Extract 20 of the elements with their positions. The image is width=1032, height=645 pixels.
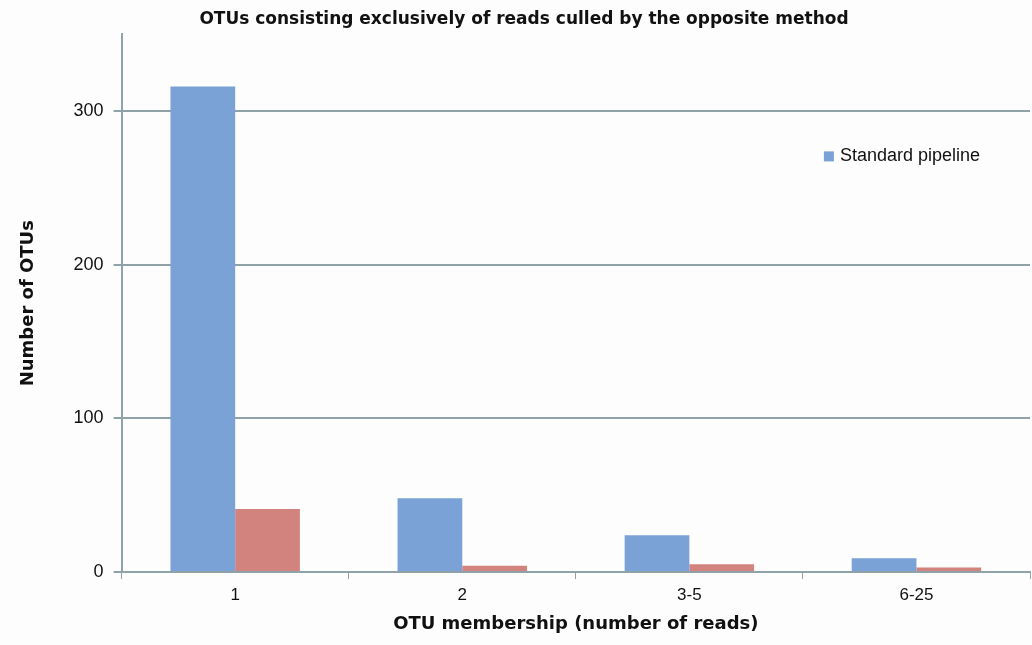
x-tick-label: 1: [230, 584, 240, 604]
y-tick-label: 100: [73, 407, 104, 428]
y-tick-label: 200: [73, 253, 104, 274]
bar: [235, 509, 300, 571]
x-tick-label: 2: [457, 584, 467, 604]
bar: [916, 567, 982, 571]
bar: [170, 86, 236, 571]
chart-title: OTUs consisting exclusively of reads culled by the opposite method: [199, 7, 849, 28]
bar: [851, 558, 917, 571]
y-tick-label: 300: [73, 100, 104, 121]
bar: [624, 535, 690, 571]
bar: [689, 564, 755, 571]
x-axis-title: OTU membership (number of reads): [393, 611, 759, 633]
bar: [462, 565, 527, 571]
legend-label: Standard pipeline: [839, 145, 980, 166]
x-tick-label: 3-5: [677, 584, 702, 604]
bar: [397, 498, 463, 571]
y-axis-title: Number of OTUs: [16, 220, 38, 387]
x-tick-label: 6-25: [899, 584, 934, 604]
y-tick-label: 0: [93, 560, 104, 581]
